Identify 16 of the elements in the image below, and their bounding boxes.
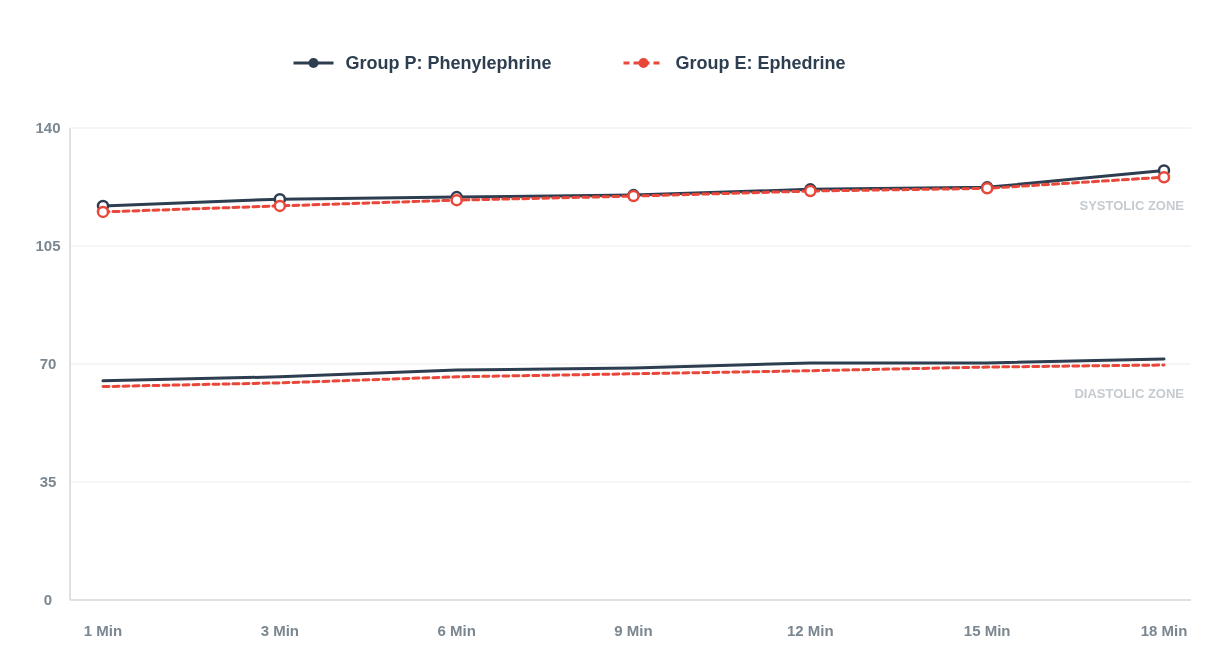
x-tick-label: 15 Min: [963, 622, 1011, 639]
annotation: SYSTOLIC ZONE: [1079, 197, 1185, 213]
x-tick-label: 3 Min: [260, 622, 300, 639]
y-tick-label: 105: [35, 237, 61, 255]
x-tick-label: 6 Min: [437, 622, 476, 639]
legend-label: Group E: Ephedrine: [675, 53, 846, 74]
x-tick-label: 1 Min: [83, 622, 123, 639]
legend-label: Group P: Phenylephrine: [345, 53, 552, 74]
y-tick-label: 35: [39, 473, 57, 491]
y-tick-label: 70: [39, 355, 57, 373]
x-tick-label: 18 Min: [1140, 622, 1188, 639]
annotation: DIASTOLIC ZONE: [1074, 385, 1185, 401]
x-tick-label: 12 Min: [786, 622, 834, 639]
y-tick-label: 0: [43, 591, 53, 609]
y-tick-label: 140: [35, 119, 61, 137]
x-tick-label: 9 Min: [614, 622, 653, 639]
